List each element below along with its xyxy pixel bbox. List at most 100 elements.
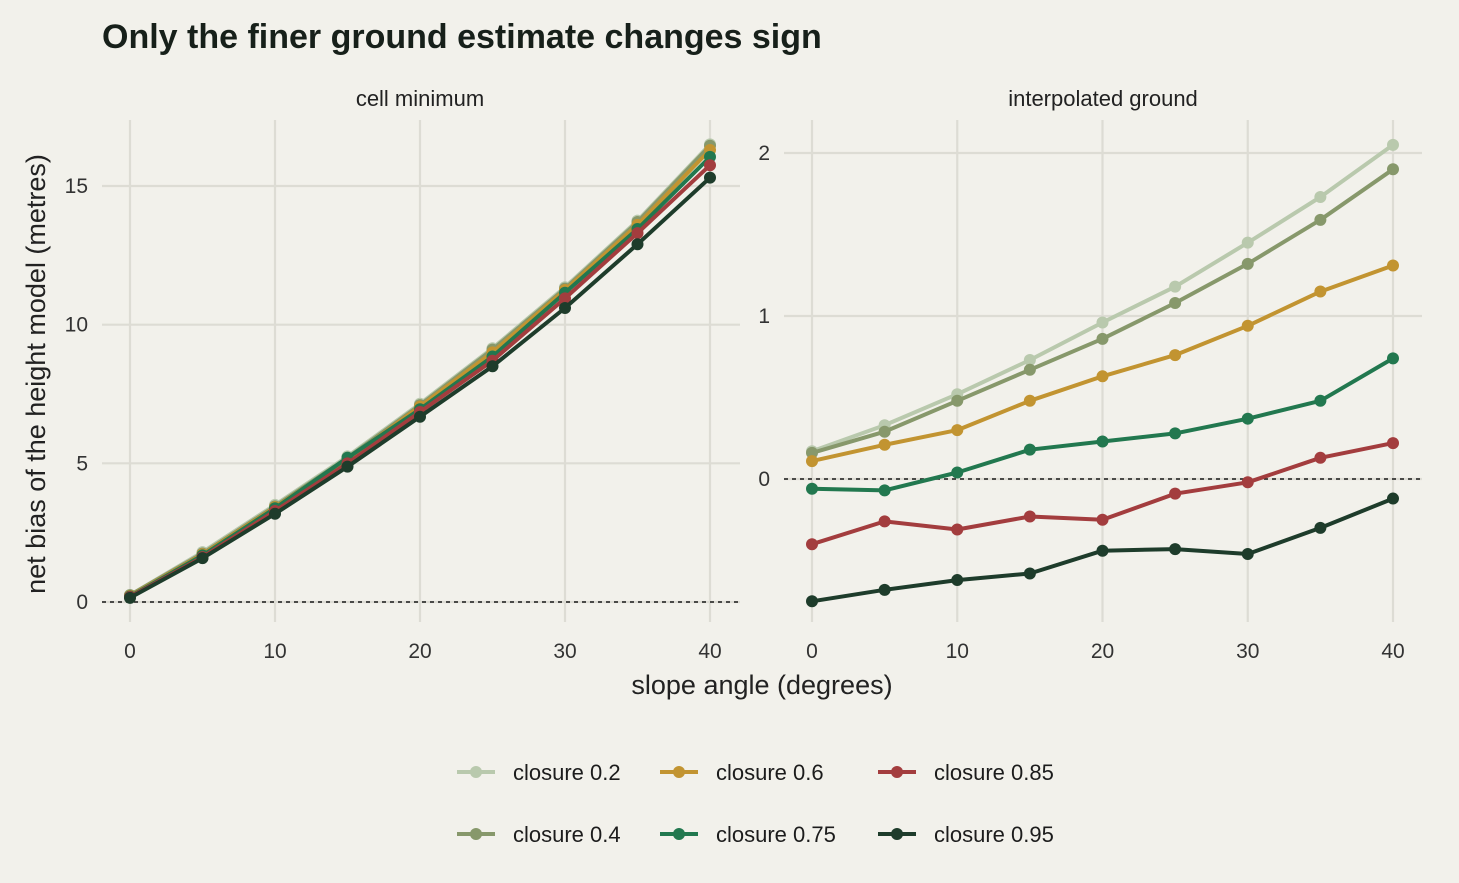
data-point	[341, 460, 354, 473]
y-tick-label: 0	[758, 468, 770, 491]
data-point	[1387, 492, 1399, 505]
x-tick-label: 40	[698, 640, 721, 663]
data-point	[1241, 476, 1254, 489]
data-point	[1314, 394, 1327, 407]
data-point	[1387, 163, 1399, 176]
x-tick-label: 20	[408, 640, 431, 663]
series-closure-0-95	[124, 171, 716, 604]
data-point	[878, 438, 891, 451]
data-point	[1314, 285, 1327, 298]
legend-key-point	[673, 828, 685, 840]
chart-title: Only the finer ground estimate changes s…	[102, 18, 822, 56]
y-tick-label: 10	[65, 314, 88, 337]
legend-key-point	[470, 828, 482, 840]
legend-item-closure-0-4: closure 0.4	[457, 822, 621, 847]
legend-key-point	[891, 828, 903, 840]
data-point	[1169, 280, 1182, 293]
data-point	[1387, 259, 1399, 272]
data-point	[559, 302, 571, 315]
x-axis-title: slope angle (degrees)	[631, 670, 892, 700]
data-point	[1023, 567, 1036, 580]
series-closure-0-6	[806, 259, 1399, 468]
legend-item-closure-0-95: closure 0.95	[878, 822, 1054, 847]
data-point	[878, 425, 891, 438]
data-point	[1023, 443, 1036, 456]
x-tick-label: 10	[263, 640, 286, 663]
data-point	[951, 424, 964, 437]
data-point	[1387, 352, 1399, 365]
legend-label: closure 0.2	[513, 760, 621, 785]
data-point	[1314, 521, 1327, 534]
data-point	[196, 552, 209, 565]
data-point	[806, 455, 818, 468]
data-point	[1314, 213, 1327, 226]
data-point	[1169, 487, 1182, 500]
data-point	[951, 523, 964, 536]
data-point	[1096, 513, 1109, 526]
legend-key-point	[891, 766, 903, 778]
data-point	[1169, 349, 1182, 362]
legend: closure 0.2 closure 0.4 closure 0.6 closure…	[457, 760, 1054, 847]
data-point	[631, 227, 644, 240]
data-point	[951, 574, 964, 587]
series-closure-0-85	[806, 437, 1399, 551]
data-point	[1096, 435, 1109, 448]
data-point	[1096, 370, 1109, 383]
data-point	[631, 238, 644, 251]
data-point	[1387, 138, 1399, 151]
data-point	[1096, 544, 1109, 557]
data-point	[1241, 412, 1254, 425]
data-point	[1241, 547, 1254, 560]
data-point	[806, 595, 818, 608]
y-tick-label: 15	[65, 175, 88, 198]
legend-label: closure 0.75	[716, 822, 836, 847]
legend-item-closure-0-6: closure 0.6	[660, 760, 824, 785]
data-point	[1241, 236, 1254, 249]
data-point	[704, 171, 716, 184]
series-closure-0-2	[806, 138, 1399, 458]
x-tick-label: 0	[124, 640, 136, 663]
data-point	[704, 159, 716, 172]
data-point	[878, 484, 891, 497]
y-tick-label: 5	[76, 452, 88, 475]
y-tick-label: 1	[758, 305, 770, 328]
x-tick-label: 20	[1091, 640, 1114, 663]
data-point	[1314, 191, 1327, 204]
legend-label: closure 0.95	[934, 822, 1054, 847]
x-tick-label: 30	[1236, 640, 1259, 663]
data-point	[414, 410, 426, 423]
data-point	[1096, 316, 1109, 329]
y-axis-title: net bias of the height model (metres)	[21, 154, 51, 594]
data-point	[1096, 332, 1109, 345]
panel-cell-minimum: 0 10 20 30 40 0 5 10 15	[65, 120, 740, 663]
legend-label: closure 0.6	[716, 760, 824, 785]
x-tick-label: 10	[946, 640, 969, 663]
x-tick-label: 40	[1381, 640, 1404, 663]
legend-key-point	[673, 766, 685, 778]
series-closure-0-75	[806, 352, 1399, 497]
data-point	[1241, 257, 1254, 270]
data-point	[1169, 543, 1182, 556]
series-closure-0-95	[806, 492, 1399, 608]
panel-interpolated-ground: 0 10 20 30 40 0 1 2	[758, 120, 1422, 663]
legend-item-closure-0-85: closure 0.85	[878, 760, 1054, 785]
data-point	[124, 591, 136, 604]
data-point	[1023, 354, 1036, 367]
panel-strip-cell-minimum: cell minimum	[356, 86, 484, 111]
data-point	[878, 583, 891, 596]
data-point	[951, 466, 964, 479]
data-point	[806, 482, 818, 495]
data-point	[951, 394, 964, 407]
data-point	[878, 515, 891, 528]
legend-key-point	[470, 766, 482, 778]
data-point	[1023, 363, 1036, 376]
data-point	[1169, 427, 1182, 440]
data-point	[486, 360, 499, 373]
x-tick-label: 30	[553, 640, 576, 663]
data-point	[704, 150, 716, 163]
y-tick-label: 0	[76, 591, 88, 614]
legend-label: closure 0.85	[934, 760, 1054, 785]
data-point	[269, 507, 281, 520]
data-point	[1241, 319, 1254, 332]
